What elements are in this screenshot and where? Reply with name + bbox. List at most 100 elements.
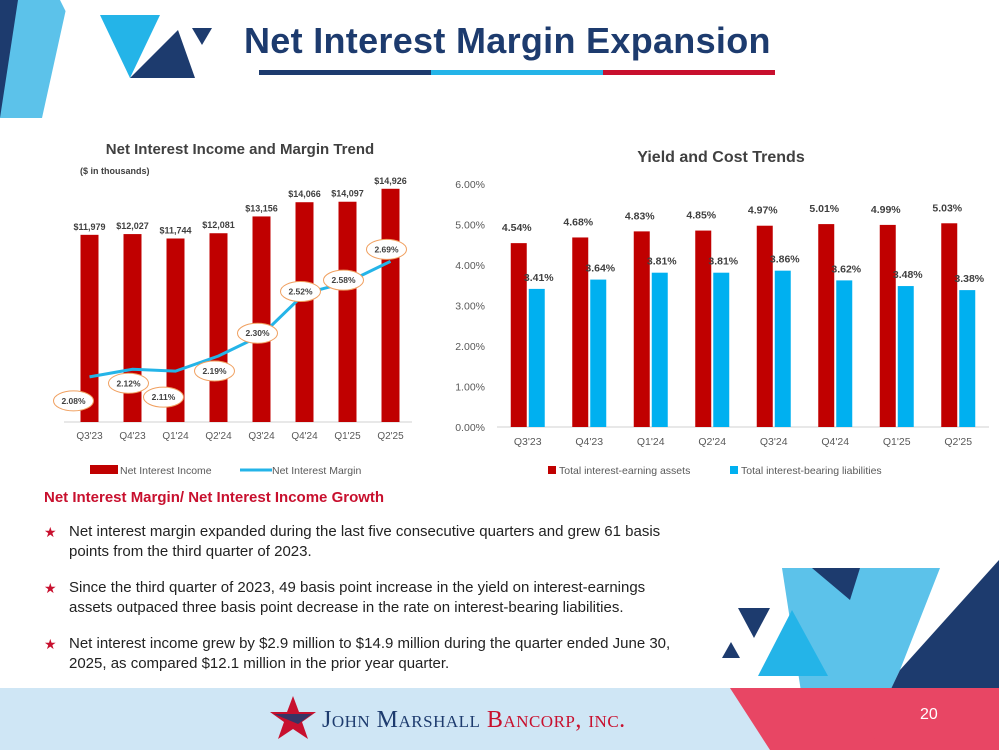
data-label: 3.81%	[647, 256, 677, 268]
margin-label: 2.58%	[331, 275, 356, 285]
x-tick-label: Q3'24	[760, 436, 788, 448]
bar-assets	[756, 225, 773, 427]
legend-label: Total interest-earning assets	[559, 465, 690, 477]
bar-liabilities	[713, 272, 730, 427]
x-tick-label: Q1'24	[162, 431, 189, 442]
star-icon: ★	[44, 580, 57, 596]
x-tick-label: Q3'23	[514, 436, 542, 448]
y-tick-label: 6.00%	[455, 179, 485, 191]
margin-label: 2.19%	[202, 366, 227, 376]
x-tick-label: Q4'24	[821, 436, 849, 448]
legend-label: Net Interest Margin	[272, 465, 361, 477]
data-label: 3.38%	[954, 273, 984, 285]
data-label: 3.62%	[831, 263, 861, 275]
margin-callout	[280, 281, 321, 303]
data-label: 3.86%	[770, 254, 800, 266]
x-tick-label: Q3'23	[76, 431, 103, 442]
chart-title: Yield and Cost Trends	[637, 149, 805, 166]
data-label: 3.48%	[893, 269, 923, 281]
legend-label: Total interest-bearing liabilities	[741, 465, 882, 477]
bar-liabilities	[959, 290, 976, 427]
bar-liabilities	[774, 270, 791, 427]
margin-callout	[194, 360, 235, 382]
footer-triangles	[730, 688, 999, 750]
title-underline-sky	[431, 70, 603, 75]
y-tick-label: 2.00%	[455, 341, 485, 353]
logo-suffix: Bancorp, inc.	[486, 707, 626, 733]
bar-liabilities	[590, 279, 607, 427]
x-tick-label: Q4'23	[575, 436, 603, 448]
y-tick-label: 3.00%	[455, 301, 485, 313]
bar-liabilities	[897, 286, 914, 427]
data-label: 5.03%	[932, 202, 962, 214]
data-label: $14,097	[331, 189, 364, 199]
bullet-item: ★ Since the third quarter of 2023, 49 bas…	[44, 578, 684, 618]
legend-label: Net Interest Income	[120, 465, 212, 477]
bar	[209, 233, 228, 422]
margin-callout	[143, 386, 184, 408]
x-tick-label: Q2'24	[698, 436, 726, 448]
data-label: $11,744	[159, 226, 191, 236]
y-tick-label: 5.00%	[455, 220, 485, 232]
page-title: Net Interest Margin Expansion	[244, 20, 771, 61]
margin-callout	[53, 390, 94, 412]
margin-label: 2.08%	[61, 396, 86, 406]
bar-liabilities	[528, 288, 545, 427]
bar	[295, 202, 314, 422]
margin-callout	[108, 372, 149, 394]
yield-cost-chart: Yield and Cost Trends 0.00% 1.00% 2.00% 3.0…	[455, 149, 989, 477]
star-icon: ★	[44, 524, 57, 540]
margin-label: 2.69%	[374, 244, 399, 254]
margin-label: 2.11%	[152, 392, 176, 402]
margin-callout	[323, 269, 364, 291]
bar	[166, 238, 185, 422]
margin-callout	[366, 238, 407, 260]
chart-title: Net Interest Income and Margin Trend	[106, 141, 374, 158]
bar-assets	[633, 231, 650, 427]
x-tick-label: Q4'24	[291, 431, 318, 442]
data-label: 3.41%	[524, 272, 554, 284]
legend-swatch	[548, 466, 556, 474]
data-label: 4.68%	[563, 216, 593, 228]
data-label: $11,979	[73, 222, 105, 232]
margin-label: 2.12%	[116, 378, 141, 388]
data-label: $14,066	[288, 189, 321, 199]
x-tick-label: Q2'24	[205, 431, 232, 442]
section-heading: Net Interest Margin/ Net Interest Income…	[44, 489, 385, 506]
net-interest-income-chart: Net Interest Income and Margin Trend ($ …	[53, 141, 412, 477]
bar-assets	[941, 223, 958, 427]
bar-assets	[818, 224, 835, 427]
title-underline-navy	[259, 70, 431, 75]
data-label: $12,081	[202, 220, 235, 230]
margin-label: 2.52%	[288, 287, 313, 297]
bar-liabilities	[651, 272, 668, 427]
header-decoration	[0, 0, 212, 118]
bullet-text: Net interest income grew by $2.9 million…	[69, 635, 671, 672]
x-tick-label: Q1'25	[334, 431, 361, 442]
bullet-text: Since the third quarter of 2023, 49 basi…	[69, 579, 646, 616]
data-label: 3.64%	[585, 263, 615, 275]
legend-swatch	[730, 466, 738, 474]
logo-star-icon	[270, 696, 316, 739]
bar-assets	[879, 224, 896, 427]
bar-assets	[572, 237, 589, 427]
page-number: 20	[920, 706, 938, 723]
bullet-text: Net interest margin expanded during the …	[69, 523, 661, 560]
bullet-item: ★ Net interest income grew by $2.9 millio…	[44, 634, 684, 674]
bar-assets	[510, 243, 527, 427]
x-tick-label: Q2'25	[944, 436, 972, 448]
logo-name: John Marshall	[322, 707, 481, 733]
chart-subtitle: ($ in thousands)	[80, 166, 150, 176]
bar	[338, 201, 357, 422]
y-tick-label: 4.00%	[455, 260, 485, 272]
bar	[252, 216, 271, 422]
x-tick-label: Q1'24	[637, 436, 665, 448]
star-icon: ★	[44, 636, 57, 652]
legend-swatch	[90, 465, 118, 474]
x-tick-label: Q2'25	[377, 431, 404, 442]
bullet-item: ★ Net interest margin expanded during the…	[44, 522, 684, 562]
logo: John Marshall Bancorp, inc.	[322, 707, 626, 734]
data-label: $14,926	[374, 176, 407, 186]
y-tick-label: 1.00%	[455, 382, 485, 394]
bar	[381, 188, 400, 422]
